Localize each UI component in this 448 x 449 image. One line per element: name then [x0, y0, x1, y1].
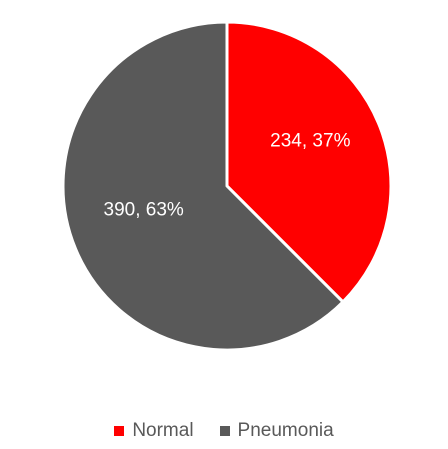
legend-entry-pneumonia: Pneumonia	[219, 420, 334, 442]
legend-swatch-normal	[114, 426, 125, 436]
pie-slice-normal	[225, 20, 393, 304]
data-label-pneumonia: 390, 63%	[104, 200, 184, 221]
data-label-normal: 234, 37%	[270, 130, 350, 151]
legend: Normal Pneumonia	[0, 420, 448, 442]
pie-slices	[61, 20, 393, 352]
legend-entry-normal: Normal	[114, 420, 194, 442]
legend-swatch-pneumonia	[219, 426, 230, 436]
legend-label-pneumonia: Pneumonia	[237, 420, 334, 441]
legend-label-normal: Normal	[132, 420, 194, 441]
pie-slice-pneumonia	[61, 20, 345, 352]
pie-data-labels: 234, 37% 390, 63%	[104, 130, 351, 220]
